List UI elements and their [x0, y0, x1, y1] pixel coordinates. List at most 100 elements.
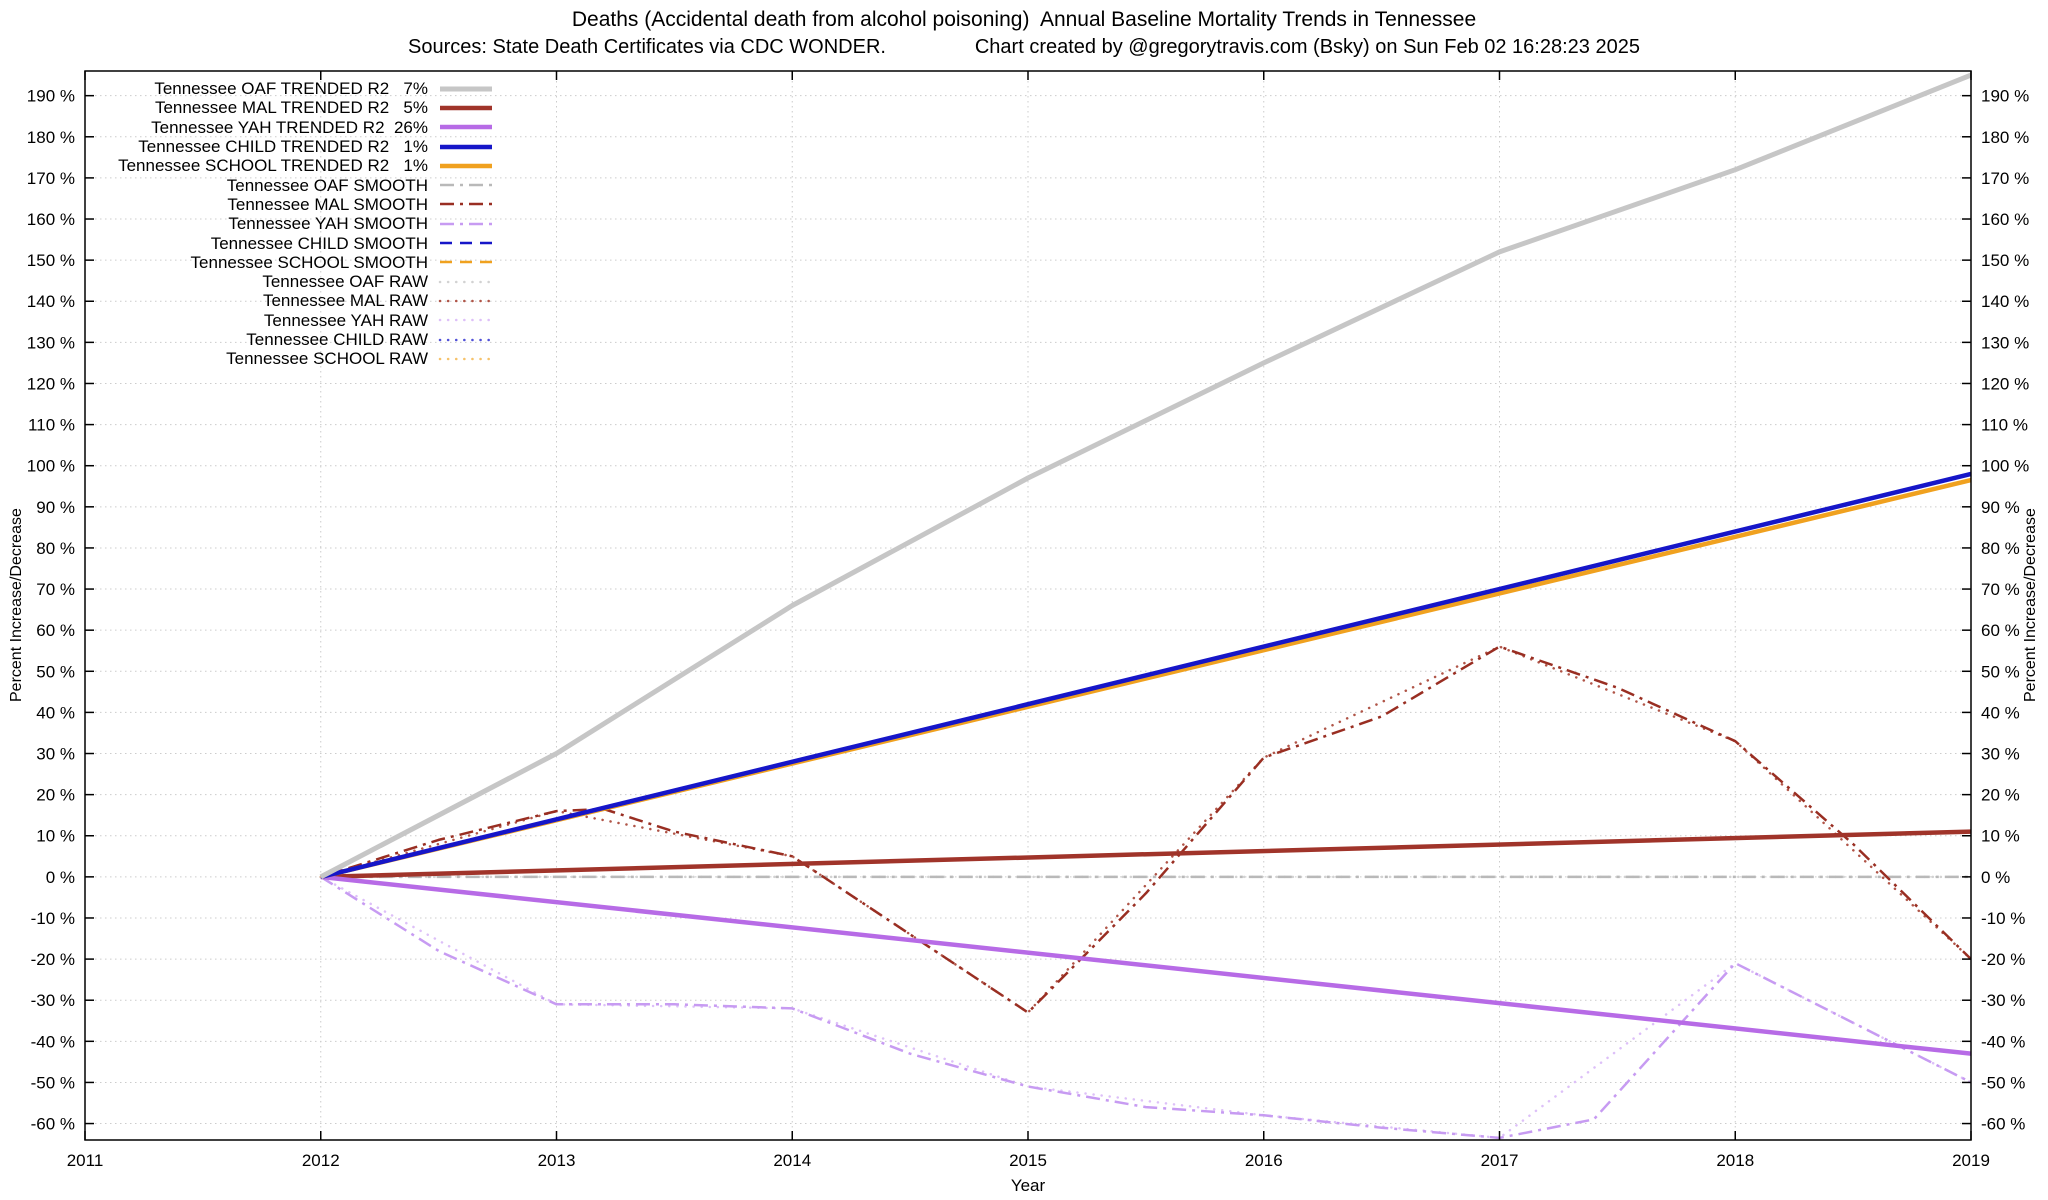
y-tick-label-right: 70 % [1981, 580, 2020, 599]
legend-line-sample [438, 280, 494, 283]
y-tick-label-right: 120 % [1981, 374, 2029, 393]
y-tick-label-right: 170 % [1981, 169, 2029, 188]
y-tick-label-left: 150 % [27, 251, 75, 270]
legend-item-mal_raw: Tennessee MAL RAW [64, 291, 494, 310]
y-tick-label-left: -50 % [31, 1073, 75, 1092]
y-tick-label-right: 60 % [1981, 621, 2020, 640]
legend-label: Tennessee YAH RAW [263, 310, 428, 330]
legend-label: Tennessee YAH TRENDED R2 26% [151, 117, 428, 137]
x-tick-label: 2012 [302, 1151, 340, 1170]
y-tick-label-left: 90 % [36, 498, 75, 517]
y-tick-label-right: -30 % [1981, 991, 2025, 1010]
y-tick-label-left: -30 % [31, 991, 75, 1010]
series-mal_raw [319, 645, 1971, 1014]
legend-line-sample [438, 338, 494, 341]
legend-line-sample [440, 163, 492, 169]
legend-item-oaf_smooth: Tennessee OAF SMOOTH [64, 175, 494, 195]
y-tick-label-right: 10 % [1981, 827, 2020, 846]
y-tick-label-right: 130 % [1981, 333, 2029, 352]
legend-line-sample [440, 144, 492, 149]
y-tick-label-left: 100 % [27, 457, 75, 476]
series-mal_smooth [320, 645, 1971, 1014]
y-tick-label-left: 0 % [46, 868, 75, 887]
x-tick-label: 2016 [1245, 1151, 1283, 1170]
y-tick-label-left: -60 % [31, 1115, 75, 1134]
legend-line-sample [440, 222, 492, 225]
x-tick-label: 2018 [1716, 1151, 1754, 1170]
page-subtitle: Sources: State Death Certificates via CD… [408, 36, 1640, 58]
y-tick-label-right: 0 % [1981, 868, 2010, 887]
y-tick-label-right: -60 % [1981, 1115, 2025, 1134]
legend-label: Tennessee CHILD RAW [246, 330, 428, 349]
y-tick-label-right: 110 % [1981, 416, 2028, 435]
legend-item-mal_smooth: Tennessee MAL SMOOTH [64, 195, 494, 214]
legend-label: Tennessee SCHOOL RAW [226, 349, 428, 369]
y-tick-label-left: 40 % [36, 703, 75, 722]
y-tick-label-right: -40 % [1981, 1032, 2025, 1051]
legend-item-school_raw: Tennessee SCHOOL RAW [64, 349, 494, 368]
y-tick-label-right: 190 % [1981, 87, 2029, 106]
legend-item-yah_trended: Tennessee YAH TRENDED R2 26% [64, 118, 494, 137]
legend-line-sample [438, 318, 494, 322]
y-tick-label-right: 40 % [1981, 703, 2020, 722]
y-tick-label-right: 90 % [1981, 498, 2020, 517]
y-tick-label-right: -20 % [1981, 950, 2025, 969]
legend-item-school_trended: Tennessee SCHOOL TRENDED R2 1% [64, 156, 494, 175]
legend-label: Tennessee SCHOOL SMOOTH [190, 252, 428, 272]
legend-line-sample [440, 241, 492, 245]
tick-labels: -60 % -60 % -50 % -50 % -40 % -40 % -30 % -30 %… [27, 87, 2029, 1170]
x-tick-label: 2015 [1009, 1151, 1047, 1170]
axis-ticks [84, 71, 1972, 1140]
y-axis-label-right: Percent Increase/Decrease [2022, 508, 2039, 703]
page-title: Deaths (Accidental death from alcohol po… [571, 8, 1477, 31]
legend-item-school_smooth: Tennessee SCHOOL SMOOTH [64, 253, 494, 272]
y-tick-label-left: -10 % [31, 909, 75, 928]
legend-line-sample [440, 105, 492, 111]
legend-label: Tennessee YAH SMOOTH [228, 214, 428, 234]
legend-label: Tennessee MAL TRENDED R2 5% [154, 98, 428, 118]
y-tick-label-right: 20 % [1981, 786, 2020, 805]
x-tick-label: 2017 [1481, 1151, 1519, 1170]
legend-item-yah_smooth: Tennessee YAH SMOOTH [64, 214, 494, 233]
y-tick-label-right: 30 % [1981, 745, 2020, 764]
legend-label: Tennessee MAL RAW [262, 291, 428, 311]
legend-label: Tennessee OAF SMOOTH [226, 175, 428, 195]
y-tick-label-right: 180 % [1981, 128, 2029, 147]
y-tick-label-right: -50 % [1981, 1073, 2025, 1092]
y-tick-label-left: 70 % [36, 580, 75, 599]
x-tick-label: 2011 [67, 1151, 104, 1170]
y-tick-label-right: 50 % [1981, 662, 2020, 681]
y-tick-label-right: 150 % [1981, 251, 2029, 270]
legend-line-sample [440, 203, 492, 206]
legend-line-sample [440, 183, 492, 187]
y-tick-label-left: 160 % [27, 210, 75, 229]
legend-line-sample [440, 261, 492, 264]
x-axis-label: Year [1010, 1176, 1046, 1195]
y-tick-label-left: 130 % [27, 333, 75, 352]
x-tick-label: 2013 [538, 1151, 576, 1170]
legend-line-sample [440, 124, 492, 130]
y-axis-label-left: Percent Increase/Decrease [8, 508, 25, 703]
series-group [319, 72, 1971, 1140]
legend-label: Tennessee OAF RAW [262, 272, 428, 292]
y-tick-label-right: 160 % [1981, 210, 2029, 229]
series-mal_trended [320, 829, 1971, 880]
y-tick-label-left: 170 % [27, 169, 75, 188]
legend-label: Tennessee CHILD TRENDED R2 1% [138, 137, 428, 157]
legend-item-mal_trended: Tennessee MAL TRENDED R2 5% [64, 98, 494, 117]
legend-label: Tennessee SCHOOL TRENDED R2 1% [118, 156, 428, 176]
legend-item-yah_raw: Tennessee YAH RAW [64, 311, 494, 330]
series-yah_trended [320, 874, 1971, 1056]
legend-line-sample [438, 357, 494, 361]
x-tick-label: 2014 [773, 1151, 811, 1170]
legend-item-oaf_raw: Tennessee OAF RAW [64, 272, 494, 291]
x-tick-label: 2019 [1952, 1151, 1990, 1170]
series-yah_smooth [320, 875, 1971, 1140]
y-tick-label-left: 10 % [36, 827, 75, 846]
y-tick-label-left: 50 % [36, 662, 75, 681]
y-tick-label-right: 80 % [1981, 539, 2020, 558]
legend-item-child_raw: Tennessee CHILD RAW [64, 330, 494, 349]
legend-line-sample [438, 299, 494, 303]
